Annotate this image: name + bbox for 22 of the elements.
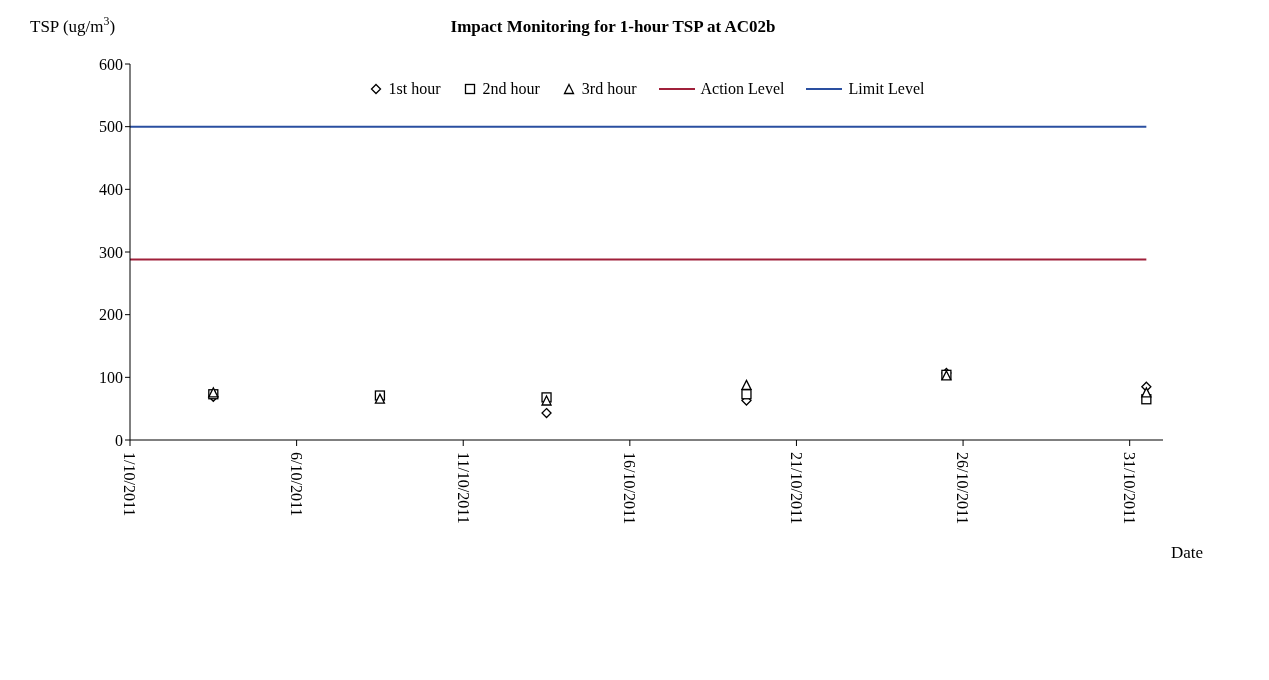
legend-label: 1st hour [388,80,441,98]
x-tick-label: 11/10/2011 [454,452,472,524]
y-tick-label: 0 [115,431,123,449]
x-tick-label: 1/10/2011 [121,452,139,517]
legend-label: 3rd hour [581,80,637,98]
y-tick-label: 400 [99,181,123,199]
y-tick-label: 600 [99,55,123,73]
x-axis-title: Date [1171,543,1204,562]
y-tick-label: 100 [99,369,123,387]
x-tick-label: 31/10/2011 [1121,452,1139,525]
legend-label: Action Level [700,80,785,98]
y-tick-label: 300 [99,243,123,261]
x-tick-label: 16/10/2011 [621,452,639,525]
y-axis-title: TSP (ug/m$^{3}$) [30,14,116,36]
x-tick-label: 6/10/2011 [288,452,306,517]
legend-label: Limit Level [848,80,925,98]
chart-title: Impact Monitoring for 1-hour TSP at AC02b [450,17,776,36]
x-tick-label: 21/10/2011 [787,452,805,525]
y-tick-label: 500 [99,118,123,136]
legend-label: 2nd hour [482,80,540,98]
x-tick-label: 26/10/2011 [954,452,972,525]
y-tick-label: 200 [99,306,123,324]
